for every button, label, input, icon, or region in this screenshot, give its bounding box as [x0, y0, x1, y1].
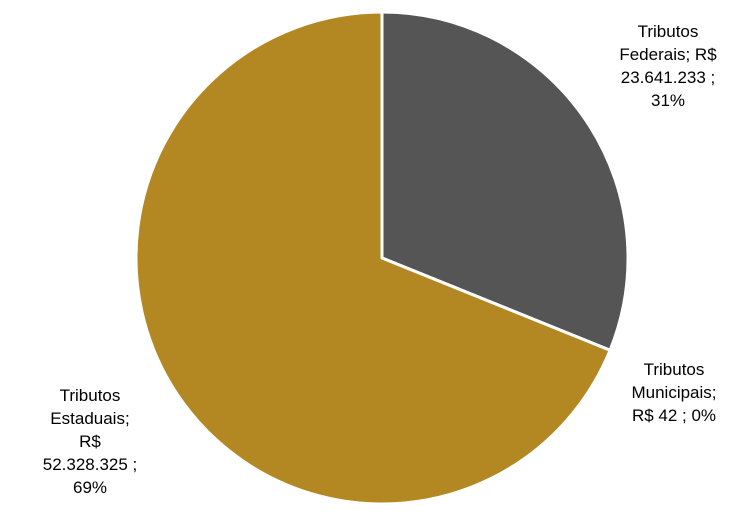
- data-label-tributos-federais: Tributos Federais; R$ 23.641.233 ; 31%: [619, 22, 717, 110]
- pie-slice-tributos-federais: [380, 10, 630, 352]
- data-label-tributos-estaduais: Tributos Estaduais; R$ 52.328.325 ; 69%: [42, 386, 138, 497]
- pie-slices: [134, 10, 630, 506]
- pie-slice-tributos-estaduais: [134, 10, 612, 506]
- data-label-tributos-municipais: Tributos Municipais; R$ 42 ; 0%: [631, 360, 717, 425]
